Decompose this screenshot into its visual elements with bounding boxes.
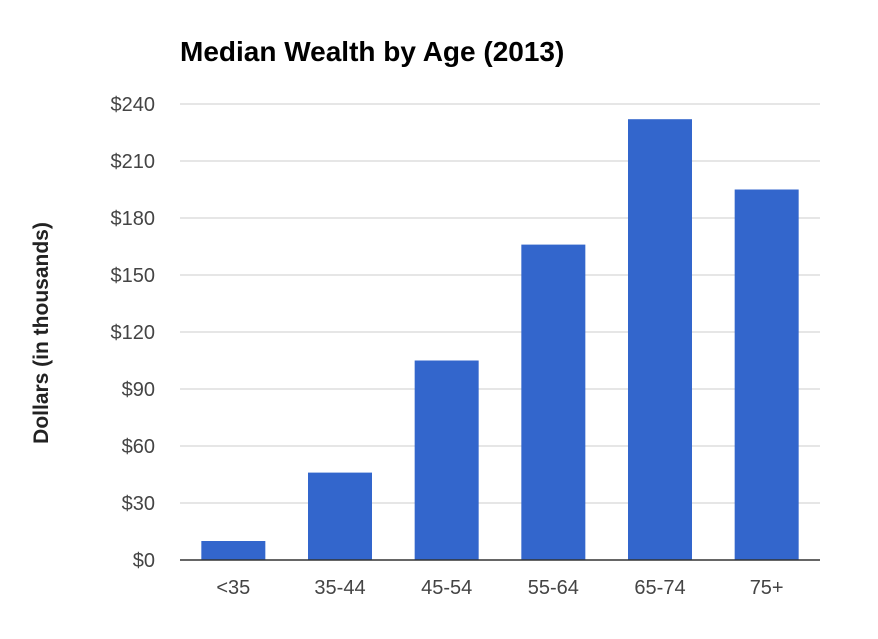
gridlines (180, 103, 820, 504)
x-tick-label: <35 (216, 577, 250, 599)
y-tick-label: $30 (122, 493, 155, 515)
y-tick-label: $120 (111, 322, 156, 344)
y-axis-label: Dollars (in thousands) (30, 222, 53, 444)
x-axis-ticks: <35 35-44 45-54 55-64 65-74 75+ (216, 577, 783, 599)
y-tick-label: $240 (111, 94, 156, 116)
bar-45-54 (414, 360, 479, 560)
bars (201, 119, 799, 560)
y-tick-label: $210 (111, 151, 156, 173)
y-tick-label: $60 (122, 436, 155, 458)
bar-65-74 (628, 119, 692, 560)
y-axis-ticks: $0 $30 $60 $90 $120 $150 $180 $210 $240 (111, 94, 156, 572)
y-tick-label: $150 (111, 265, 156, 287)
x-tick-label: 45-54 (421, 577, 472, 599)
bar-<35 (201, 541, 266, 560)
x-tick-label: 75+ (750, 577, 784, 599)
y-tick-label: $180 (111, 208, 156, 230)
x-tick-label: 35-44 (314, 577, 365, 599)
bar-75+ (734, 189, 799, 560)
y-tick-label: $0 (133, 550, 155, 572)
chart-title: Median Wealth by Age (2013) (180, 36, 564, 67)
bar-35-44 (308, 472, 372, 560)
y-tick-label: $90 (122, 379, 155, 401)
bar-55-64 (521, 244, 586, 560)
x-tick-label: 65-74 (634, 577, 685, 599)
x-tick-label: 55-64 (528, 577, 579, 599)
